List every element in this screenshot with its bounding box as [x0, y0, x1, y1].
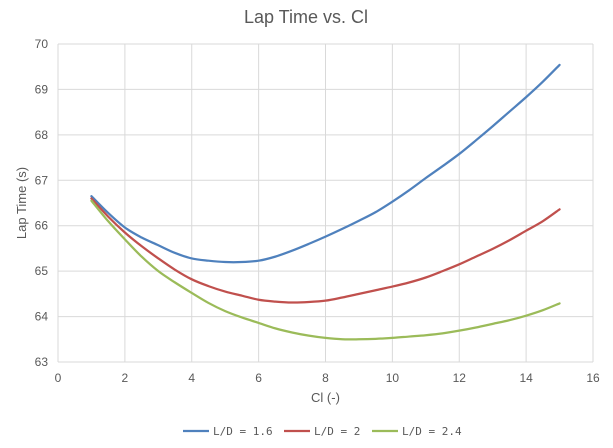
y-tick-label: 70: [35, 37, 49, 51]
x-tick-label: 0: [55, 371, 62, 385]
y-tick-label: 69: [35, 82, 49, 96]
x-tick-label: 8: [322, 371, 329, 385]
series-lines: [90, 63, 561, 341]
x-tick-label: 6: [255, 371, 262, 385]
chart-title: Lap Time vs. Cl: [244, 7, 368, 27]
x-tick-label: 2: [122, 371, 129, 385]
legend-label-1: L/D = 1.6: [213, 425, 273, 438]
x-tick-label: 12: [453, 371, 467, 385]
x-axis-label: Cl (-): [311, 390, 340, 405]
x-axis-ticks: 0 2 4 6 8 10 12 14 16: [55, 371, 600, 385]
series-line-1: [90, 63, 561, 264]
y-tick-label: 64: [35, 310, 49, 324]
y-tick-label: 65: [35, 264, 49, 278]
legend-label-3: L/D = 2.4: [402, 425, 462, 438]
x-tick-label: 10: [386, 371, 400, 385]
legend-label-2: L/D = 2: [314, 425, 360, 438]
y-tick-label: 67: [35, 173, 49, 187]
x-tick-label: 14: [519, 371, 533, 385]
series-line-3: [90, 199, 561, 341]
y-axis-ticks: 63 64 65 66 67 68 69 70: [35, 37, 49, 369]
x-tick-label: 4: [188, 371, 195, 385]
x-tick-label: 16: [586, 371, 600, 385]
series-line-2: [90, 197, 561, 304]
y-tick-label: 68: [35, 128, 49, 142]
gridlines: [57, 43, 594, 363]
y-tick-label: 66: [35, 219, 49, 233]
y-axis-label: Lap Time (s): [14, 167, 29, 239]
y-tick-label: 63: [35, 355, 49, 369]
legend: L/D = 1.6 L/D = 2 L/D = 2.4: [183, 425, 462, 438]
